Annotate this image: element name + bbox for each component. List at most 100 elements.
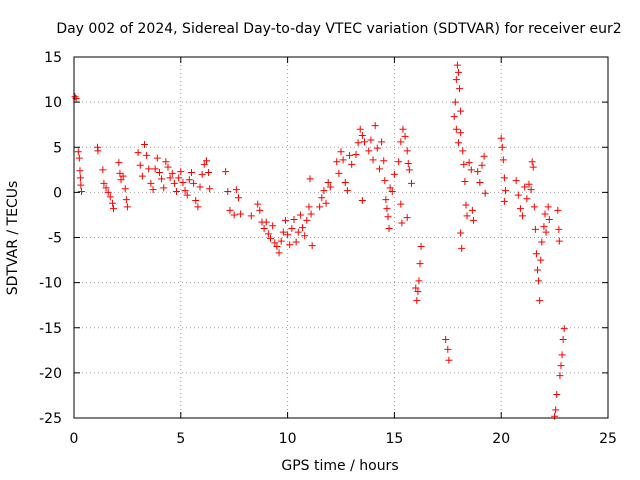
data-point [375, 165, 383, 173]
data-point [284, 231, 292, 239]
data-point [76, 174, 84, 182]
data-point [371, 122, 379, 130]
data-point [469, 216, 477, 224]
data-point [553, 391, 561, 399]
data-point [200, 160, 208, 168]
y-tick-label: -15 [39, 321, 62, 337]
data-point [140, 141, 148, 149]
data-point [384, 213, 392, 221]
data-point [560, 325, 568, 333]
data-point [452, 125, 460, 133]
data-point [390, 170, 398, 178]
data-point [74, 148, 82, 156]
data-point [555, 225, 563, 233]
y-tick-label: 0 [53, 185, 62, 201]
data-point [397, 200, 405, 208]
data-point [358, 196, 366, 204]
data-point [307, 210, 315, 218]
data-point [383, 205, 391, 213]
data-point [100, 179, 108, 187]
data-point [413, 297, 421, 305]
data-point [205, 169, 213, 177]
data-point [367, 136, 375, 144]
y-tick-label: 5 [53, 140, 62, 156]
data-point [264, 230, 272, 238]
data-point [115, 159, 123, 167]
y-tick-labels: 15 10 5 0 -5 -10 -15 -20 -25 [39, 50, 62, 427]
data-point [519, 212, 527, 220]
data-point [501, 187, 509, 195]
y-tick-label: -5 [48, 231, 62, 247]
data-point [480, 152, 488, 160]
data-point [335, 169, 343, 177]
x-tick-label: 15 [385, 431, 403, 447]
data-point [398, 219, 406, 227]
data-point [179, 178, 187, 186]
data-point [531, 225, 539, 233]
data-point [269, 222, 277, 230]
data-point [168, 169, 176, 177]
data-point [177, 168, 185, 176]
data-point [535, 277, 543, 285]
data-point [162, 158, 170, 166]
data-point [536, 297, 544, 305]
data-point [415, 277, 423, 285]
data-point [538, 238, 546, 246]
data-point [540, 223, 548, 231]
data-point [397, 138, 405, 146]
data-point [525, 180, 533, 188]
data-point [407, 179, 415, 187]
x-axis-label: GPS time / hours [281, 458, 398, 474]
data-point [333, 158, 341, 166]
data-point [77, 181, 85, 189]
data-point [175, 174, 183, 182]
x-tick-label: 0 [70, 431, 79, 447]
data-point [497, 134, 505, 142]
data-point [299, 224, 307, 232]
data-point [399, 125, 407, 133]
data-point [348, 160, 356, 168]
data-point [277, 237, 285, 245]
data-point [226, 206, 234, 214]
data-point [281, 216, 289, 224]
x-tick-label: 25 [599, 431, 617, 447]
data-point [181, 187, 189, 195]
data-point [532, 250, 540, 258]
data-point [247, 212, 255, 220]
data-point [267, 234, 275, 242]
data-point [557, 362, 565, 370]
data-point [516, 205, 524, 213]
data-point [457, 107, 465, 115]
data-point [352, 150, 360, 158]
data-point [414, 288, 422, 296]
data-point [122, 196, 130, 204]
chart-title: Day 002 of 2024, Sidereal Day-to-day VTE… [56, 21, 621, 37]
data-point [286, 241, 294, 249]
data-point [232, 186, 240, 194]
data-point [99, 166, 107, 174]
x-tick-labels: 0 5 10 15 20 25 [70, 431, 617, 447]
data-point [166, 174, 174, 182]
data-point [234, 194, 242, 202]
y-tick-label: -20 [39, 366, 62, 382]
x-tick-label: 5 [176, 431, 185, 447]
data-point [537, 256, 545, 264]
data-point [206, 185, 214, 193]
data-point [170, 179, 178, 187]
data-point [454, 139, 462, 147]
data-point [457, 229, 465, 237]
data-point [102, 184, 110, 192]
data-point [198, 170, 206, 178]
data-point [382, 196, 390, 204]
y-tick-label: 10 [44, 95, 62, 111]
data-point [288, 224, 296, 232]
data-point [136, 161, 144, 169]
data-point [476, 178, 484, 186]
data-point [558, 351, 566, 359]
data-point [145, 165, 153, 173]
data-point [149, 186, 157, 194]
data-point [260, 224, 268, 232]
data-point [442, 335, 450, 343]
data-point [185, 176, 193, 184]
data-point [290, 215, 298, 223]
